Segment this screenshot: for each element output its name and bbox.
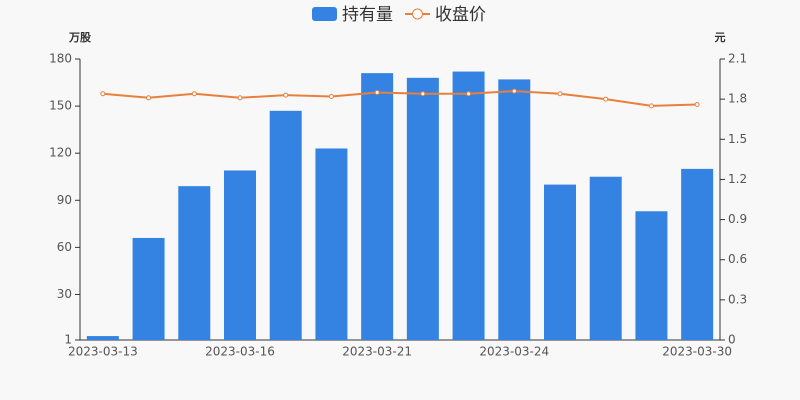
- x-tick-label: 2023-03-13: [68, 345, 138, 359]
- x-tick-label: 2023-03-16: [205, 345, 275, 359]
- bar: [498, 79, 531, 340]
- bar: [315, 148, 348, 340]
- x-tick-label: 2023-03-24: [479, 345, 549, 359]
- x-tick-label: 2023-03-30: [662, 345, 732, 359]
- line: [102, 90, 698, 107]
- bar: [681, 168, 714, 340]
- line-point: [648, 103, 654, 109]
- line-point: [328, 93, 334, 99]
- bar: [544, 184, 576, 340]
- y2-tick-label: 1.5: [728, 132, 747, 146]
- y-axis-unit: 万股: [68, 31, 92, 44]
- y-tick-label: 180: [49, 52, 72, 66]
- line-point: [283, 92, 289, 98]
- line-point: [146, 95, 152, 101]
- y2-tick-label: 2.1: [728, 52, 747, 66]
- y-tick-label: 120: [49, 146, 72, 160]
- bar: [86, 336, 119, 340]
- y2-tick-label: 1.2: [728, 172, 747, 186]
- y2-tick-label: 0.3: [728, 292, 747, 306]
- line-point: [694, 101, 700, 107]
- bar: [452, 71, 485, 341]
- x-tick-label: 2023-03-21: [342, 345, 412, 359]
- line-point: [466, 91, 472, 97]
- y2-tick-label: 1.8: [728, 92, 747, 106]
- legend-label: 收盘价: [435, 5, 486, 25]
- line-point: [100, 91, 106, 97]
- bar: [635, 211, 668, 340]
- line-point: [603, 96, 609, 102]
- y-tick-label: 150: [49, 99, 72, 113]
- y2-tick-label: 0.9: [728, 212, 747, 226]
- legend-swatch: [412, 8, 423, 20]
- bar: [589, 176, 622, 340]
- bar: [132, 237, 165, 340]
- line-point: [420, 91, 426, 97]
- bar: [224, 170, 256, 340]
- bar: [406, 77, 439, 341]
- y2-axis-unit: 元: [715, 31, 726, 44]
- legend-swatch: [312, 7, 337, 21]
- line-point: [557, 91, 563, 97]
- y2-tick-label: 0: [728, 333, 736, 347]
- y-tick-label: 60: [57, 240, 72, 254]
- y-tick-label: 90: [57, 193, 72, 207]
- bar: [269, 110, 302, 340]
- bar: [178, 186, 211, 340]
- line-point: [374, 89, 380, 95]
- y-tick-label: 30: [57, 287, 72, 301]
- y-tick-label: 1: [64, 333, 72, 347]
- legend-label: 持有量: [342, 5, 393, 25]
- line-point: [511, 88, 517, 94]
- line-point: [237, 95, 243, 101]
- y2-tick-label: 0.6: [728, 252, 747, 266]
- line-point: [191, 91, 197, 97]
- bar: [361, 73, 394, 341]
